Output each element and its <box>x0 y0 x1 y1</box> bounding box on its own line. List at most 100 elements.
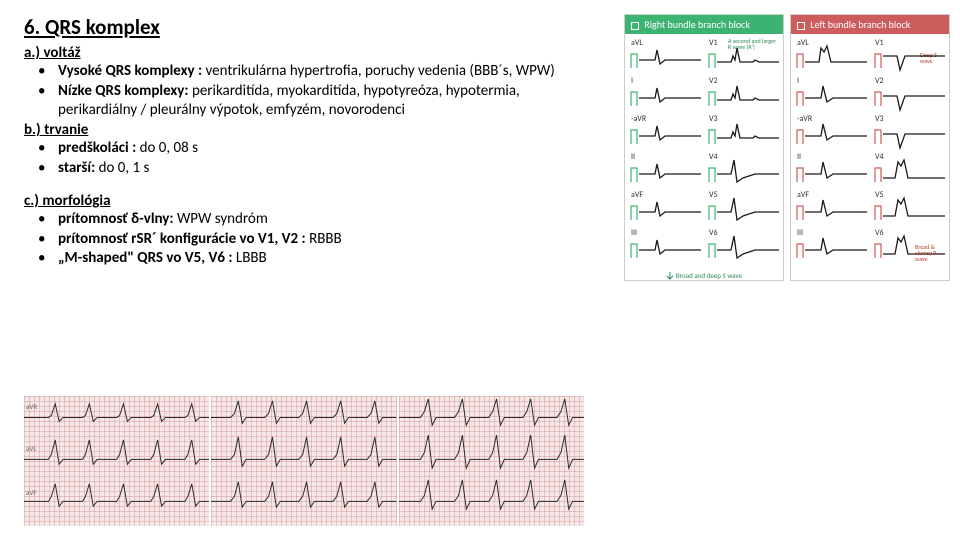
list-item: prítomnosť rSR´ konfigurácie vo V1, V2 :… <box>38 230 586 249</box>
rbbb-bottom-annot: Broad and deep S wave <box>666 271 742 280</box>
lead-cell: V2 <box>707 76 779 112</box>
qrs-waveform-icon <box>795 152 867 188</box>
lead-cell: aVF <box>629 190 701 226</box>
item-lead: Vysoké QRS komplexy : <box>58 62 202 80</box>
lead-row: aVLV1 <box>795 38 945 74</box>
qrs-waveform-icon <box>707 228 779 264</box>
lead-row: -aVRV3 <box>629 114 779 150</box>
ecg-trace-icon <box>211 396 396 523</box>
item-rest: do 0, 08 s <box>136 139 198 157</box>
lead-cell: aVL <box>629 38 701 74</box>
item-rest: LBBB <box>233 249 267 267</box>
lead-cell: V3 <box>873 114 945 150</box>
lead-row: IIIV6 <box>629 228 779 264</box>
lead-cell: V6 <box>707 228 779 264</box>
lead-cell: aVF <box>795 190 867 226</box>
list-b: predškoláci : do 0, 08 s starší: do 0, 1… <box>24 139 586 178</box>
lbbb-card: Left bundle branch block Deep S wave aVL… <box>790 14 950 281</box>
header-icon <box>631 22 639 30</box>
ecg-column: aVR aVL aVF <box>24 396 209 526</box>
qrs-waveform-icon <box>629 38 701 74</box>
header-icon <box>797 22 805 30</box>
list-item: „M-shaped" QRS vo V5, V6 : LBBB <box>38 249 586 268</box>
subhead-a: a.) voltáž <box>24 44 586 62</box>
list-item: starší: do 0, 1 s <box>38 159 586 178</box>
item-rest: RBBB <box>306 230 342 248</box>
item-lead: starší: <box>58 159 95 177</box>
item-lead: predškoláci : <box>58 139 136 157</box>
lead-label: aVR <box>26 402 37 411</box>
ecg-strip: aVR aVL aVF <box>24 396 584 526</box>
list-a: Vysoké QRS komplexy : ventrikulárna hype… <box>24 62 586 119</box>
lead-cell: aVL <box>795 38 867 74</box>
item-lead: Nízke QRS komplexy: <box>58 82 189 100</box>
list-item: Vysoké QRS komplexy : ventrikulárna hype… <box>38 62 586 81</box>
qrs-waveform-icon <box>629 228 701 264</box>
lead-cell: III <box>795 228 867 264</box>
qrs-waveform-icon <box>707 190 779 226</box>
lbbb-side-annot: Broad & clumsy R wave <box>914 244 948 262</box>
lead-cell: II <box>795 152 867 188</box>
lead-cell: V4 <box>873 152 945 188</box>
section-title: 6. QRS komplex <box>24 14 586 40</box>
lead-row: aVFV5 <box>629 190 779 226</box>
lead-cell: V1 <box>707 38 779 74</box>
lead-cell: III <box>629 228 701 264</box>
item-rest: do 0, 1 s <box>95 159 149 177</box>
lead-cell: V5 <box>707 190 779 226</box>
qrs-waveform-icon <box>873 114 945 150</box>
item-rest: ventrikulárna hypertrofia, poruchy veden… <box>202 62 555 80</box>
qrs-waveform-icon <box>873 38 945 74</box>
qrs-waveform-icon <box>707 38 779 74</box>
ecg-trace-icon <box>24 396 209 523</box>
lead-cell: V1 <box>873 38 945 74</box>
qrs-waveform-icon <box>873 190 945 226</box>
qrs-waveform-icon <box>707 152 779 188</box>
lead-cell: -aVR <box>629 114 701 150</box>
lead-label: aVF <box>26 488 37 497</box>
lead-row: IIV4 <box>629 152 779 188</box>
lead-row: IV2 <box>629 76 779 112</box>
list-item: predškoláci : do 0, 08 s <box>38 139 586 158</box>
lead-cell: V3 <box>707 114 779 150</box>
lead-row: IIV4 <box>795 152 945 188</box>
lbbb-title: Left bundle branch block <box>810 18 910 31</box>
lead-cell: I <box>795 76 867 112</box>
qrs-waveform-icon <box>629 152 701 188</box>
list-item: prítomnosť δ-vlny: WPW syndróm <box>38 210 586 229</box>
lead-row: aVFV5 <box>795 190 945 226</box>
qrs-waveform-icon <box>795 228 867 264</box>
qrs-waveform-icon <box>795 38 867 74</box>
qrs-waveform-icon <box>629 76 701 112</box>
qrs-waveform-icon <box>707 114 779 150</box>
qrs-waveform-icon <box>873 76 945 112</box>
lead-cell: -aVR <box>795 114 867 150</box>
qrs-waveform-icon <box>707 76 779 112</box>
item-rest: WPW syndróm <box>174 210 268 228</box>
qrs-waveform-icon <box>873 152 945 188</box>
rbbb-header: Right bundle branch block <box>625 15 783 34</box>
lead-cell: V5 <box>873 190 945 226</box>
arrow-down-icon <box>666 272 674 280</box>
list-c: prítomnosť δ-vlny: WPW syndróm prítomnos… <box>24 210 586 268</box>
ecg-trace-icon <box>399 396 584 523</box>
rbbb-title: Right bundle branch block <box>644 18 750 31</box>
item-lead: prítomnosť δ-vlny: <box>58 210 174 228</box>
lead-cell: II <box>629 152 701 188</box>
lead-row: IV2 <box>795 76 945 112</box>
lead-cell: I <box>629 76 701 112</box>
qrs-waveform-icon <box>795 190 867 226</box>
qrs-waveform-icon <box>795 114 867 150</box>
subhead-c: c.) morfológia <box>24 192 586 210</box>
lead-label: aVL <box>26 444 36 453</box>
list-item: Nízke QRS komplexy: perikarditída, myoka… <box>38 82 586 120</box>
rbbb-card: Right bundle branch block A second and l… <box>624 14 784 281</box>
lead-row: -aVRV3 <box>795 114 945 150</box>
qrs-waveform-icon <box>795 76 867 112</box>
subhead-b: b.) trvanie <box>24 121 586 139</box>
ecg-column <box>211 396 396 526</box>
qrs-waveform-icon <box>629 114 701 150</box>
lead-row: aVLV1 <box>629 38 779 74</box>
item-lead: prítomnosť rSR´ konfigurácie vo V1, V2 : <box>58 230 306 248</box>
item-lead: „M-shaped" QRS vo V5, V6 : <box>58 249 233 267</box>
